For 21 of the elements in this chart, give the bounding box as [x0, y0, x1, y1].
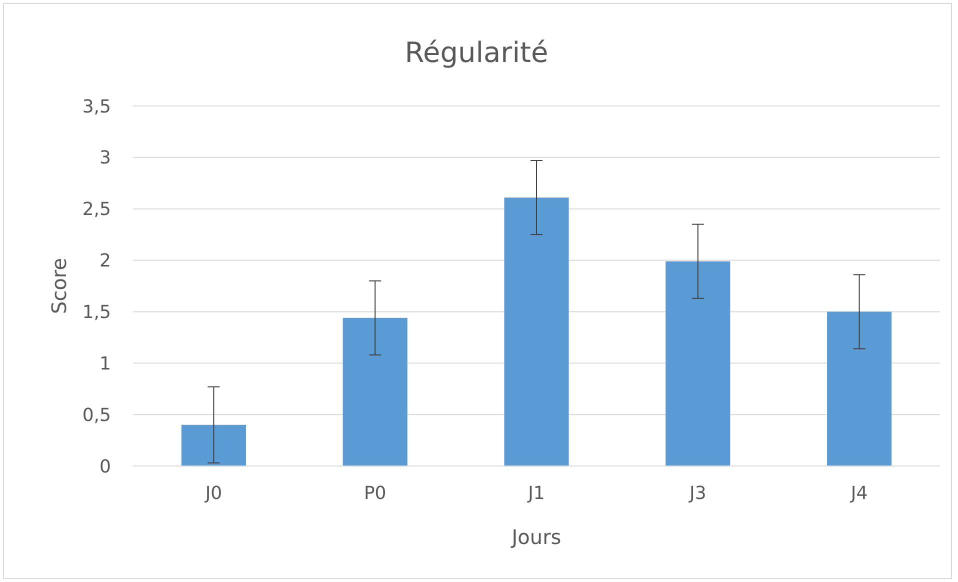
bar — [666, 261, 730, 466]
x-tick-label: J4 — [850, 483, 868, 504]
bar — [181, 424, 246, 466]
y-tick-label: 0 — [100, 456, 111, 478]
bar — [342, 318, 408, 466]
y-tick-label: 3 — [100, 148, 111, 169]
y-tick-label: 1,5 — [82, 302, 111, 324]
x-tick-label: J3 — [688, 483, 706, 504]
x-tick-label: P0 — [364, 483, 386, 504]
y-tick-label: 3,5 — [82, 96, 111, 118]
y-axis-title: Score — [47, 258, 71, 314]
x-axis-title: Jours — [510, 525, 562, 549]
y-tick-label: 1 — [100, 353, 111, 374]
bar — [827, 312, 892, 466]
y-tick-label: 2,5 — [82, 199, 111, 220]
chart-title: Régularité — [404, 36, 548, 69]
x-tick-label: J1 — [527, 483, 545, 504]
bar — [504, 198, 569, 466]
x-tick-label: J0 — [204, 483, 222, 504]
y-tick-label: 0,5 — [82, 404, 111, 426]
y-tick-label: 2 — [100, 250, 111, 272]
